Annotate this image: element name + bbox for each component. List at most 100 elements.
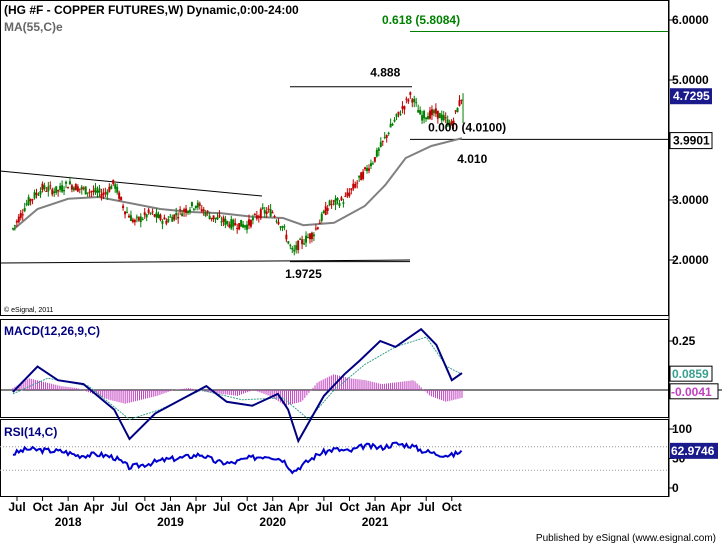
candle (230, 215, 233, 230)
candle-body (200, 209, 203, 212)
candle (61, 180, 64, 194)
candle-body (135, 216, 138, 218)
candle-body (84, 186, 87, 195)
candle (265, 207, 268, 219)
candle (183, 207, 186, 217)
candle-body (175, 213, 178, 216)
candle-body (137, 216, 140, 221)
candle (228, 221, 231, 229)
candle (155, 208, 158, 223)
candle-body (90, 191, 93, 193)
candle-body (161, 220, 164, 224)
candle-body (371, 163, 374, 165)
candle (324, 201, 327, 216)
candle-body (23, 208, 26, 212)
candle (102, 188, 105, 200)
candle-body (210, 217, 213, 219)
candle (220, 216, 223, 226)
candle-body (389, 123, 392, 128)
candle (381, 140, 384, 147)
candle (238, 222, 241, 231)
candle-body (261, 207, 264, 209)
candle (163, 214, 166, 220)
price-annotation: 0.000 (4.0100) (428, 121, 506, 135)
price-annotation: 4.010 (457, 152, 487, 166)
candle-body (181, 213, 184, 217)
candle (177, 212, 180, 224)
candle-body (57, 190, 60, 192)
candle-body (139, 216, 142, 223)
candle (208, 211, 211, 220)
last-price-badge: 4.7295 (670, 88, 712, 105)
candle-body (25, 203, 28, 205)
candle (210, 217, 213, 222)
panel-frames (0, 0, 670, 497)
candle (450, 119, 453, 126)
candle (194, 205, 197, 211)
rsi-last-value: 62.9746 (671, 444, 715, 458)
candle-body (43, 185, 46, 189)
candle (226, 220, 229, 227)
candle (356, 180, 359, 189)
candle-body (242, 224, 245, 228)
candle (419, 106, 422, 115)
candle-body (340, 197, 343, 201)
ma-55-line (12, 137, 463, 231)
candle (133, 218, 136, 226)
candle (417, 104, 420, 113)
candle-body (220, 221, 223, 223)
candle (68, 176, 71, 185)
candle-body (348, 192, 351, 197)
candle-body (367, 168, 370, 171)
candle-body (157, 214, 160, 219)
candle (192, 207, 195, 212)
candle (275, 219, 278, 224)
candle (316, 226, 319, 230)
candle-body (446, 119, 449, 126)
candle (240, 219, 243, 227)
candle (369, 159, 372, 170)
candle (267, 205, 270, 213)
candle-body (53, 191, 56, 194)
candle-body (277, 221, 280, 225)
candle-body (196, 202, 199, 208)
candle (126, 206, 129, 214)
candle (277, 218, 280, 226)
candle-body (417, 109, 420, 113)
candle (94, 183, 97, 195)
candle-body (212, 215, 215, 220)
candle (444, 112, 447, 124)
price-tick-label: 5.0000 (672, 73, 709, 87)
candle (90, 190, 93, 198)
candle (70, 183, 73, 193)
publisher-credit: Published by eSignal (www.esignal.com) (536, 533, 716, 544)
candle-body (314, 228, 317, 230)
candle (246, 220, 249, 234)
candle-body (188, 209, 191, 212)
candle-body (35, 192, 38, 195)
candle-body (427, 116, 430, 120)
candle (78, 188, 81, 194)
candle (446, 115, 449, 127)
candle (13, 224, 16, 231)
candle (247, 214, 250, 230)
candle-body (440, 114, 443, 121)
candle (29, 198, 32, 206)
candle-body (131, 219, 134, 223)
candle-body (186, 210, 189, 214)
candle-body (419, 109, 422, 115)
candle (190, 201, 193, 208)
candle (45, 186, 48, 193)
candle (21, 209, 24, 221)
candle-body (165, 220, 168, 224)
candle (74, 183, 77, 191)
candle-body (61, 185, 64, 192)
candle (293, 244, 296, 256)
candle-body (19, 212, 22, 218)
rsi-tick-label: 100 (672, 422, 692, 436)
candle-body (149, 212, 152, 214)
time-tick-label: Oct (339, 500, 359, 514)
candle-body (297, 240, 300, 251)
candle (350, 188, 353, 195)
candle (425, 116, 428, 122)
